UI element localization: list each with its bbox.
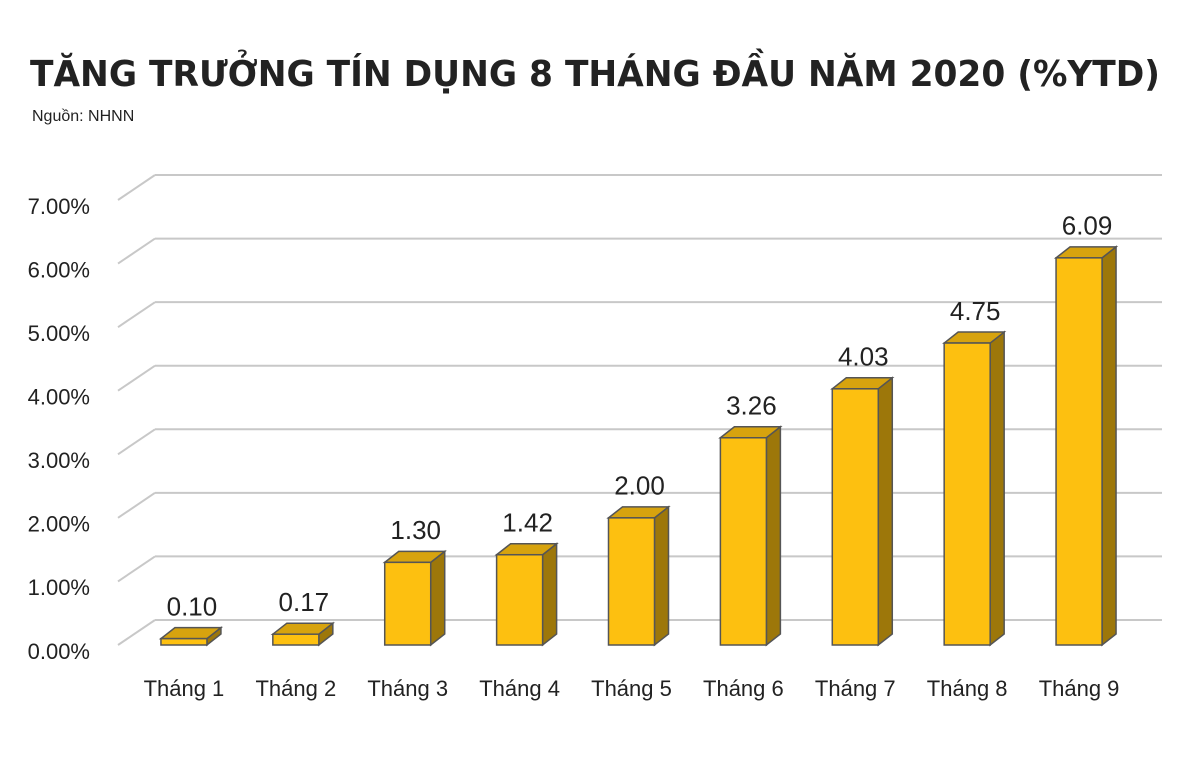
x-tick-label: Tháng 7 bbox=[815, 676, 896, 701]
bar bbox=[941, 330, 1007, 647]
grid-line bbox=[117, 555, 156, 583]
bar-front bbox=[160, 637, 208, 646]
grid-line bbox=[117, 492, 156, 519]
value-label: 4.03 bbox=[838, 342, 889, 372]
bar-side bbox=[989, 330, 1005, 647]
y-tick-label: 6.00% bbox=[28, 257, 90, 282]
value-label: 6.09 bbox=[1062, 211, 1113, 241]
bar-front bbox=[719, 437, 768, 646]
bar bbox=[382, 549, 447, 647]
x-tick-label: Tháng 4 bbox=[479, 676, 560, 701]
value-label: 1.42 bbox=[502, 508, 553, 538]
bar-front bbox=[1055, 257, 1103, 646]
y-tick-label: 1.00% bbox=[28, 575, 90, 600]
bar bbox=[830, 376, 895, 647]
bar-side bbox=[541, 542, 558, 647]
grid-line bbox=[117, 364, 156, 392]
bar-front bbox=[272, 633, 320, 646]
bar bbox=[270, 621, 336, 647]
y-tick-label: 7.00% bbox=[28, 194, 90, 219]
bar bbox=[1053, 245, 1119, 647]
y-tick-label: 5.00% bbox=[28, 321, 90, 346]
x-tick-label: Tháng 3 bbox=[367, 676, 448, 701]
bar bbox=[158, 626, 224, 647]
y-tick-label: 4.00% bbox=[28, 385, 90, 410]
value-label: 2.00 bbox=[614, 471, 665, 501]
bar-side bbox=[1101, 245, 1117, 647]
y-tick-label: 0.00% bbox=[28, 639, 90, 664]
value-label: 3.26 bbox=[726, 391, 777, 421]
grid-line bbox=[117, 301, 156, 328]
value-label: 1.30 bbox=[390, 515, 441, 545]
y-tick-label: 2.00% bbox=[28, 512, 90, 537]
value-label: 4.75 bbox=[950, 296, 1001, 326]
grid-line bbox=[117, 619, 156, 646]
y-tick-label: 3.00% bbox=[28, 448, 90, 473]
bar-side bbox=[429, 549, 446, 647]
value-label: 0.10 bbox=[167, 592, 218, 622]
x-tick-label: Tháng 8 bbox=[927, 676, 1008, 701]
bar-side bbox=[877, 376, 894, 647]
grid-line bbox=[117, 237, 156, 265]
x-tick-label: Tháng 2 bbox=[255, 676, 336, 701]
bar bbox=[494, 542, 559, 647]
bar-front bbox=[607, 517, 656, 646]
bar bbox=[718, 425, 783, 647]
bar-side bbox=[653, 505, 670, 647]
bar-front bbox=[831, 388, 880, 646]
bar-front bbox=[943, 342, 991, 646]
bar bbox=[606, 505, 671, 647]
grid-line bbox=[117, 428, 156, 456]
value-label: 0.17 bbox=[279, 587, 330, 617]
chart-title: TĂNG TRƯỞNG TÍN DỤNG 8 THÁNG ĐẦU NĂM 202… bbox=[30, 48, 1160, 95]
x-tick-label: Tháng 1 bbox=[144, 676, 225, 701]
bar-side bbox=[765, 425, 782, 647]
x-tick-label: Tháng 5 bbox=[591, 676, 672, 701]
x-tick-label: Tháng 6 bbox=[703, 676, 784, 701]
bar-front bbox=[383, 561, 432, 646]
x-tick-label: Tháng 9 bbox=[1039, 676, 1120, 701]
chart-subtitle: Nguồn: NHNN bbox=[32, 108, 134, 125]
bar-front bbox=[495, 553, 544, 646]
grid-line bbox=[117, 174, 156, 201]
